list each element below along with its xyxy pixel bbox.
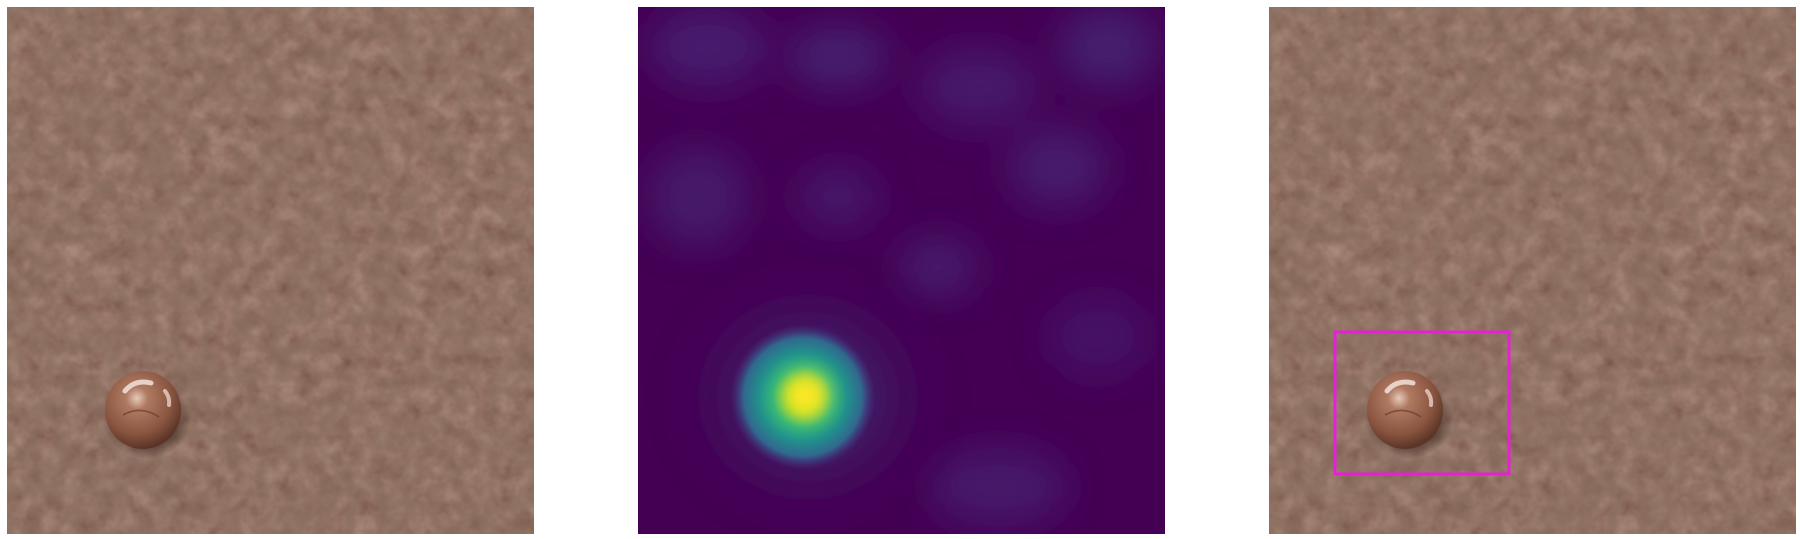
detection-box bbox=[1333, 330, 1511, 476]
original-image-panel bbox=[7, 7, 534, 534]
detection-overlay-panel bbox=[1269, 7, 1796, 534]
drop-defect bbox=[1365, 371, 1453, 459]
heatmap-background-noise bbox=[648, 7, 1158, 527]
anomaly-heatmap bbox=[638, 7, 1165, 534]
anomaly-heatmap-panel bbox=[638, 7, 1165, 534]
leather-image bbox=[7, 7, 534, 534]
leather-image-with-box bbox=[1269, 7, 1796, 534]
drop-defect bbox=[103, 371, 191, 459]
